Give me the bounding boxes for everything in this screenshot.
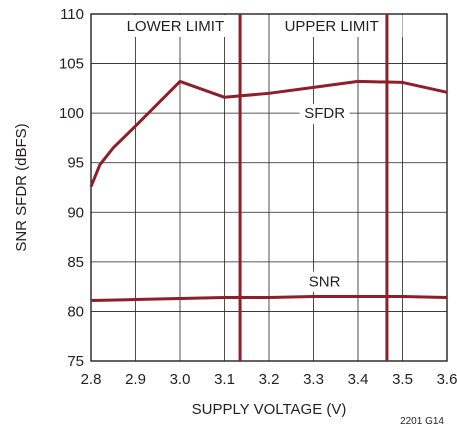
y-tick-label: 105: [59, 56, 84, 73]
series-line-sfdr: [89, 79, 448, 188]
x-tick-label: 3.1: [214, 371, 235, 388]
y-axis-title: SNR SFDR (dBFS): [13, 123, 30, 251]
label-mask: [299, 104, 350, 125]
label-mask: [281, 15, 403, 37]
label-mask: [304, 271, 345, 292]
figure-code: 2201 G14: [400, 416, 444, 427]
x-axis-title: SUPPLY VOLTAGE (V): [192, 401, 347, 418]
label-mask: [123, 15, 232, 37]
x-tick-label: 3.0: [170, 371, 191, 388]
series-line-snr: [90, 295, 448, 303]
series-label-snr: SNR: [309, 274, 341, 291]
upper-limit-label: UPPER LIMIT: [285, 18, 379, 35]
x-tick-label: 3.2: [259, 371, 280, 388]
x-tick-label: 3.5: [392, 371, 413, 388]
x-tick-label: 3.6: [437, 371, 457, 388]
y-tick-label: 85: [67, 254, 84, 271]
x-tick-label: 2.9: [125, 371, 146, 388]
y-tick-label: 110: [60, 6, 84, 23]
x-tick-label: 3.4: [348, 371, 369, 388]
series-label-sfdr: SFDR: [304, 105, 345, 122]
y-tick-label: 90: [67, 204, 84, 221]
y-tick-label: 80: [67, 303, 84, 320]
y-tick-label: 95: [67, 155, 84, 172]
plot-frame: [90, 13, 448, 362]
y-tick-label: 75: [67, 353, 84, 370]
x-tick-label: 3.3: [303, 371, 324, 388]
y-tick-label: 100: [59, 105, 84, 122]
lower-limit-label: LOWER LIMIT: [127, 18, 225, 35]
x-tick-label: 2.8: [81, 371, 102, 388]
